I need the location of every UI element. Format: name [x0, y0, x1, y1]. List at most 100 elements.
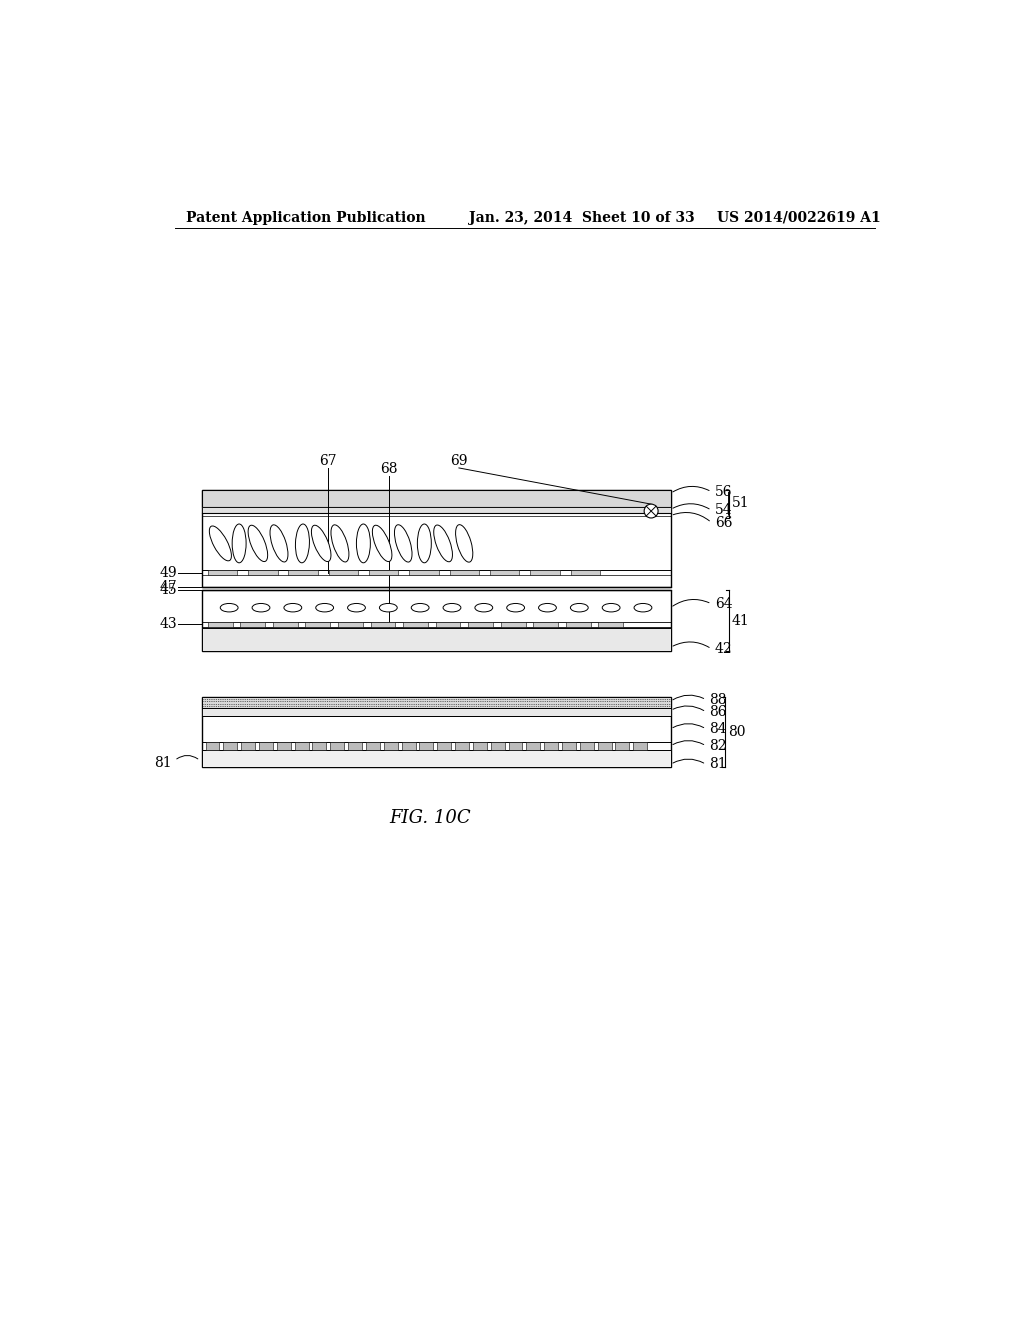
Bar [570, 570, 600, 576]
Bar [384, 742, 397, 750]
Bar [455, 742, 469, 750]
Bar [202, 490, 671, 507]
Ellipse shape [539, 603, 556, 612]
Bar [348, 742, 362, 750]
Ellipse shape [570, 603, 588, 612]
Bar [202, 490, 671, 587]
Bar [202, 697, 671, 767]
Bar [468, 622, 493, 627]
Ellipse shape [418, 524, 431, 562]
Bar [276, 742, 291, 750]
Bar [598, 742, 611, 750]
Ellipse shape [412, 603, 429, 612]
Bar [312, 742, 327, 750]
Bar [566, 622, 591, 627]
Ellipse shape [475, 603, 493, 612]
Text: 41: 41 [732, 614, 750, 628]
Bar [544, 742, 558, 750]
Text: 56: 56 [715, 484, 732, 499]
Text: 43: 43 [159, 618, 177, 631]
Text: 51: 51 [732, 496, 750, 510]
Text: 88: 88 [710, 693, 727, 706]
Bar [509, 742, 522, 750]
Bar [501, 622, 525, 627]
Text: FIG. 10C: FIG. 10C [389, 809, 471, 828]
Bar [202, 590, 671, 651]
Bar [366, 742, 380, 750]
Text: 67: 67 [319, 454, 337, 469]
Text: Patent Application Publication: Patent Application Publication [186, 211, 426, 224]
Bar [295, 742, 308, 750]
Ellipse shape [270, 525, 288, 562]
Bar [208, 570, 238, 576]
Ellipse shape [394, 525, 412, 562]
Bar [206, 742, 219, 750]
Bar [403, 622, 428, 627]
Text: 42: 42 [715, 642, 732, 656]
Bar [473, 742, 486, 750]
Ellipse shape [252, 603, 270, 612]
Bar [450, 570, 479, 576]
Bar [202, 697, 671, 708]
Ellipse shape [347, 603, 366, 612]
Text: 47: 47 [159, 581, 177, 594]
Bar [273, 622, 298, 627]
Text: 64: 64 [715, 597, 732, 611]
Ellipse shape [602, 603, 621, 612]
Ellipse shape [284, 603, 302, 612]
Text: 49: 49 [159, 566, 177, 579]
Text: 80: 80 [728, 725, 745, 739]
Bar [369, 570, 398, 576]
Bar [202, 507, 671, 512]
Bar [371, 622, 395, 627]
Bar [202, 628, 671, 651]
Bar [259, 742, 273, 750]
Bar [530, 570, 560, 576]
Text: 81: 81 [155, 756, 172, 770]
Ellipse shape [380, 603, 397, 612]
Bar [329, 570, 358, 576]
Bar [289, 570, 317, 576]
Ellipse shape [443, 603, 461, 612]
Bar [420, 742, 433, 750]
Bar [241, 622, 265, 627]
Bar [331, 742, 344, 750]
Bar [435, 622, 461, 627]
Bar [401, 742, 416, 750]
Text: 68: 68 [381, 462, 398, 475]
Bar [305, 622, 331, 627]
Bar [633, 742, 647, 750]
Ellipse shape [456, 524, 473, 562]
Bar [202, 750, 671, 767]
Text: 82: 82 [710, 739, 727, 752]
Ellipse shape [315, 603, 334, 612]
Bar [562, 742, 575, 750]
Text: Jan. 23, 2014  Sheet 10 of 33: Jan. 23, 2014 Sheet 10 of 33 [469, 211, 694, 224]
Bar [526, 742, 541, 750]
Ellipse shape [232, 524, 246, 562]
Ellipse shape [356, 524, 371, 562]
Bar [489, 570, 519, 576]
Bar [410, 570, 438, 576]
Bar [615, 742, 630, 750]
Bar [338, 622, 362, 627]
Text: 84: 84 [710, 722, 727, 737]
Bar [202, 708, 671, 715]
Bar [223, 742, 238, 750]
Bar [580, 742, 594, 750]
Text: US 2014/0022619 A1: US 2014/0022619 A1 [717, 211, 881, 224]
Bar [208, 622, 232, 627]
Circle shape [644, 504, 658, 517]
Ellipse shape [331, 525, 349, 562]
Ellipse shape [220, 603, 238, 612]
Ellipse shape [248, 525, 267, 561]
Bar [241, 742, 255, 750]
Ellipse shape [434, 525, 453, 562]
Bar [534, 622, 558, 627]
Ellipse shape [311, 525, 331, 561]
Bar [490, 742, 505, 750]
Text: 45: 45 [159, 583, 177, 598]
Bar [248, 570, 278, 576]
Text: 69: 69 [451, 454, 468, 469]
Ellipse shape [209, 525, 231, 561]
